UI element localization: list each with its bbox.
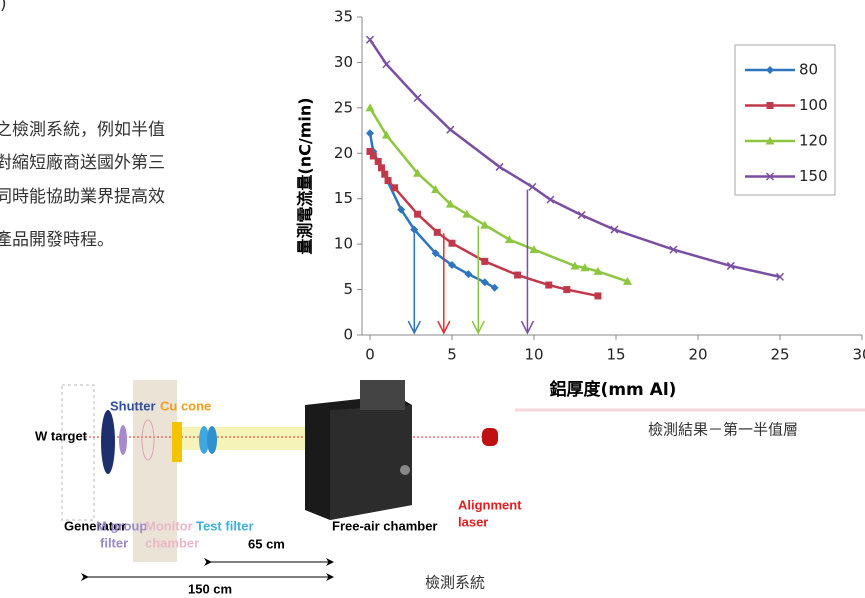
point [367, 36, 374, 43]
page: ) 之檢測系統，例如半值對縮短廠商送國外第三同時能協助業界提高效產品開發時程。 0 5… [0, 0, 865, 598]
cu-cone [172, 422, 182, 462]
y-tick-label: 15 [334, 189, 353, 207]
knob [400, 465, 410, 475]
body-line: 產品開發時程。 [0, 230, 114, 250]
diagram-label: Shutter [110, 398, 156, 413]
body-line: 對縮短廠商送國外第三 [0, 152, 165, 173]
diagram-label: W target [35, 428, 88, 443]
diagram-label: filter [100, 535, 128, 550]
legend-label: 150 [799, 167, 828, 185]
point [381, 171, 388, 178]
x-tick-label: 20 [688, 346, 707, 364]
point [385, 177, 392, 184]
diagram-label: 65 cm [248, 536, 285, 551]
chamber-face [330, 405, 412, 520]
x-tick-label: 0 [365, 346, 375, 364]
body-line: 之檢測系統，例如半值 [0, 120, 165, 140]
point [545, 282, 552, 289]
x-tick-label: 30 [852, 346, 865, 364]
point [529, 183, 536, 190]
diagram-label: chamber [145, 535, 199, 550]
series-line [370, 133, 495, 287]
point [449, 240, 456, 247]
legend-label: 80 [799, 61, 818, 79]
body-line: 同時能協助業界提高效 [0, 187, 165, 207]
legend-marker [767, 102, 774, 109]
series-line [370, 108, 627, 282]
diagram-label: 150 cm [188, 581, 232, 596]
point [496, 163, 503, 170]
diagram-caption: 檢測系統 [425, 574, 485, 592]
point [366, 129, 374, 137]
point [378, 164, 385, 171]
test-filter [207, 426, 217, 454]
y-tick-label: 35 [334, 8, 353, 26]
legend-label: 100 [799, 96, 828, 114]
diagram-label: M group [96, 518, 147, 533]
point [391, 184, 398, 191]
point [481, 258, 488, 265]
y-tick-label: 30 [334, 53, 353, 71]
y-tick-label: 10 [334, 235, 353, 253]
shutter [101, 410, 115, 474]
y-tick-label: 20 [334, 144, 353, 162]
series-line [370, 40, 780, 277]
body-line: ) [0, 0, 7, 14]
chart-caption: 檢測結果－第一半值層 [648, 421, 798, 439]
diagram-label: Free-air chamber [332, 518, 438, 533]
legend-label: 120 [799, 132, 828, 150]
laser [482, 428, 498, 446]
y-tick-label: 0 [343, 326, 353, 344]
x-tick-label: 25 [770, 346, 789, 364]
x-tick-label: 5 [447, 346, 457, 364]
point [514, 272, 521, 279]
point [594, 292, 601, 299]
x-tick-label: 15 [606, 346, 625, 364]
x-tick-label: 10 [524, 346, 543, 364]
y-tick-label: 5 [343, 280, 353, 298]
m-filter [119, 425, 127, 455]
point [447, 126, 454, 133]
diagram-label: Test filter [196, 518, 254, 533]
generator-box [62, 385, 94, 520]
point [414, 94, 421, 101]
point [434, 229, 441, 236]
diagram-label: Monitor [145, 518, 193, 533]
point [366, 103, 375, 111]
page-canvas: ) 之檢測系統，例如半值對縮短廠商送國外第三同時能協助業界提高效產品開發時程。 0 5… [0, 0, 865, 598]
point [563, 286, 570, 293]
chamber-top [360, 380, 405, 410]
y-axis-title: 量測電流量(nC/min) [296, 97, 315, 254]
point [375, 158, 382, 165]
diagram-label: Cu cone [160, 398, 211, 413]
diagram-label: laser [458, 514, 488, 529]
point [383, 61, 390, 68]
point [414, 211, 421, 218]
x-axis-title: 鋁厚度(mm Al) [550, 379, 677, 400]
y-tick-label: 25 [334, 98, 353, 116]
diagram-label: Alignment [458, 497, 522, 512]
